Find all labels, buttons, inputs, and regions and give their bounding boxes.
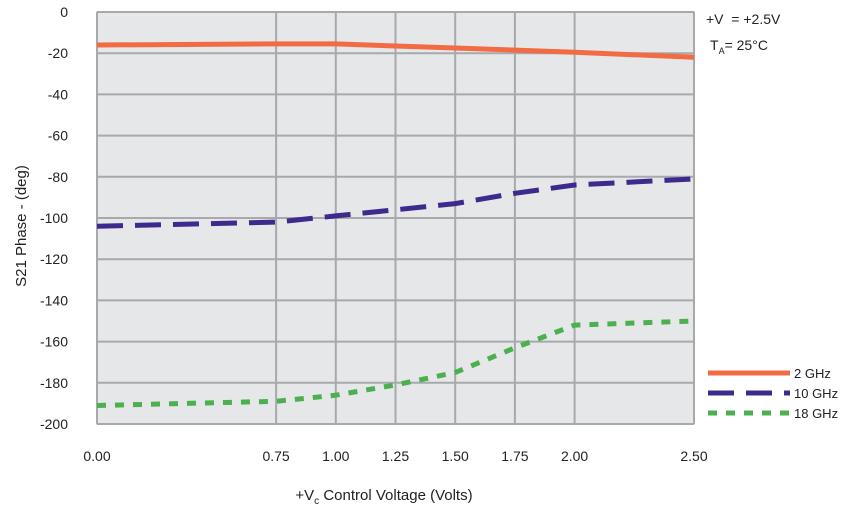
y-axis-label: S21 Phase - (deg) — [13, 165, 30, 287]
x-tick-label: 2.00 — [561, 448, 588, 464]
y-tick-label: -40 — [48, 86, 68, 102]
x-tick-label: 1.50 — [442, 448, 469, 464]
y-tick-label: -140 — [40, 292, 68, 308]
series-lines — [96, 41, 695, 408]
x-axis-label-rest: Control Voltage (Volts) — [319, 487, 472, 504]
x-axis-label: +Vc Control Voltage (Volts) — [295, 487, 472, 507]
x-tick-label: 1.75 — [501, 448, 528, 464]
y-tick-label: -100 — [40, 210, 68, 226]
y-tick-label: -160 — [40, 334, 68, 350]
y-tick-label: -80 — [48, 169, 68, 185]
x-tick-label: 0.75 — [262, 448, 289, 464]
conditions-annotation: +V = +2.5V TA= 25°C — [706, 11, 781, 56]
y-tick-labels: 0 -20 -40 -60 -80 -100 -120 -140 -160 -180 -200 — [40, 4, 68, 432]
y-tick-label: -20 — [48, 45, 68, 61]
x-tick-label: 0.00 — [83, 448, 110, 464]
series-line-2ghz — [96, 41, 695, 60]
x-tick-label: 1.25 — [382, 448, 409, 464]
x-axis-label-main: +V — [295, 487, 314, 504]
legend-label: 10 GHz — [794, 386, 838, 401]
annotation-temp-rest: = 25°C — [725, 37, 768, 53]
series-line-10ghz — [96, 176, 695, 229]
y-tick-label: -120 — [40, 251, 68, 267]
y-tick-label: -60 — [48, 128, 68, 144]
y-tick-label: -200 — [40, 416, 68, 432]
x-axis-label-sub: c — [314, 496, 319, 507]
x-tick-labels: 0.00 0.75 1.00 1.25 1.50 1.75 2.00 2.50 — [83, 448, 707, 464]
y-tick-label: -180 — [40, 375, 68, 391]
annotation-voltage: +V = +2.5V — [706, 11, 781, 27]
grid — [96, 11, 695, 425]
annotation-temperature: TA= 25°C — [710, 37, 768, 56]
annotation-temp-main: T — [710, 37, 719, 53]
y-tick-label: 0 — [60, 4, 68, 20]
series-line-18ghz — [96, 318, 695, 408]
legend: 2 GHz 10 GHz 18 GHz — [708, 366, 838, 421]
x-tick-label: 2.50 — [680, 448, 707, 464]
annotation-temp-sub: A — [719, 46, 725, 56]
legend-label: 2 GHz — [794, 366, 831, 381]
legend-label: 18 GHz — [794, 406, 838, 421]
x-tick-label: 1.00 — [322, 448, 349, 464]
